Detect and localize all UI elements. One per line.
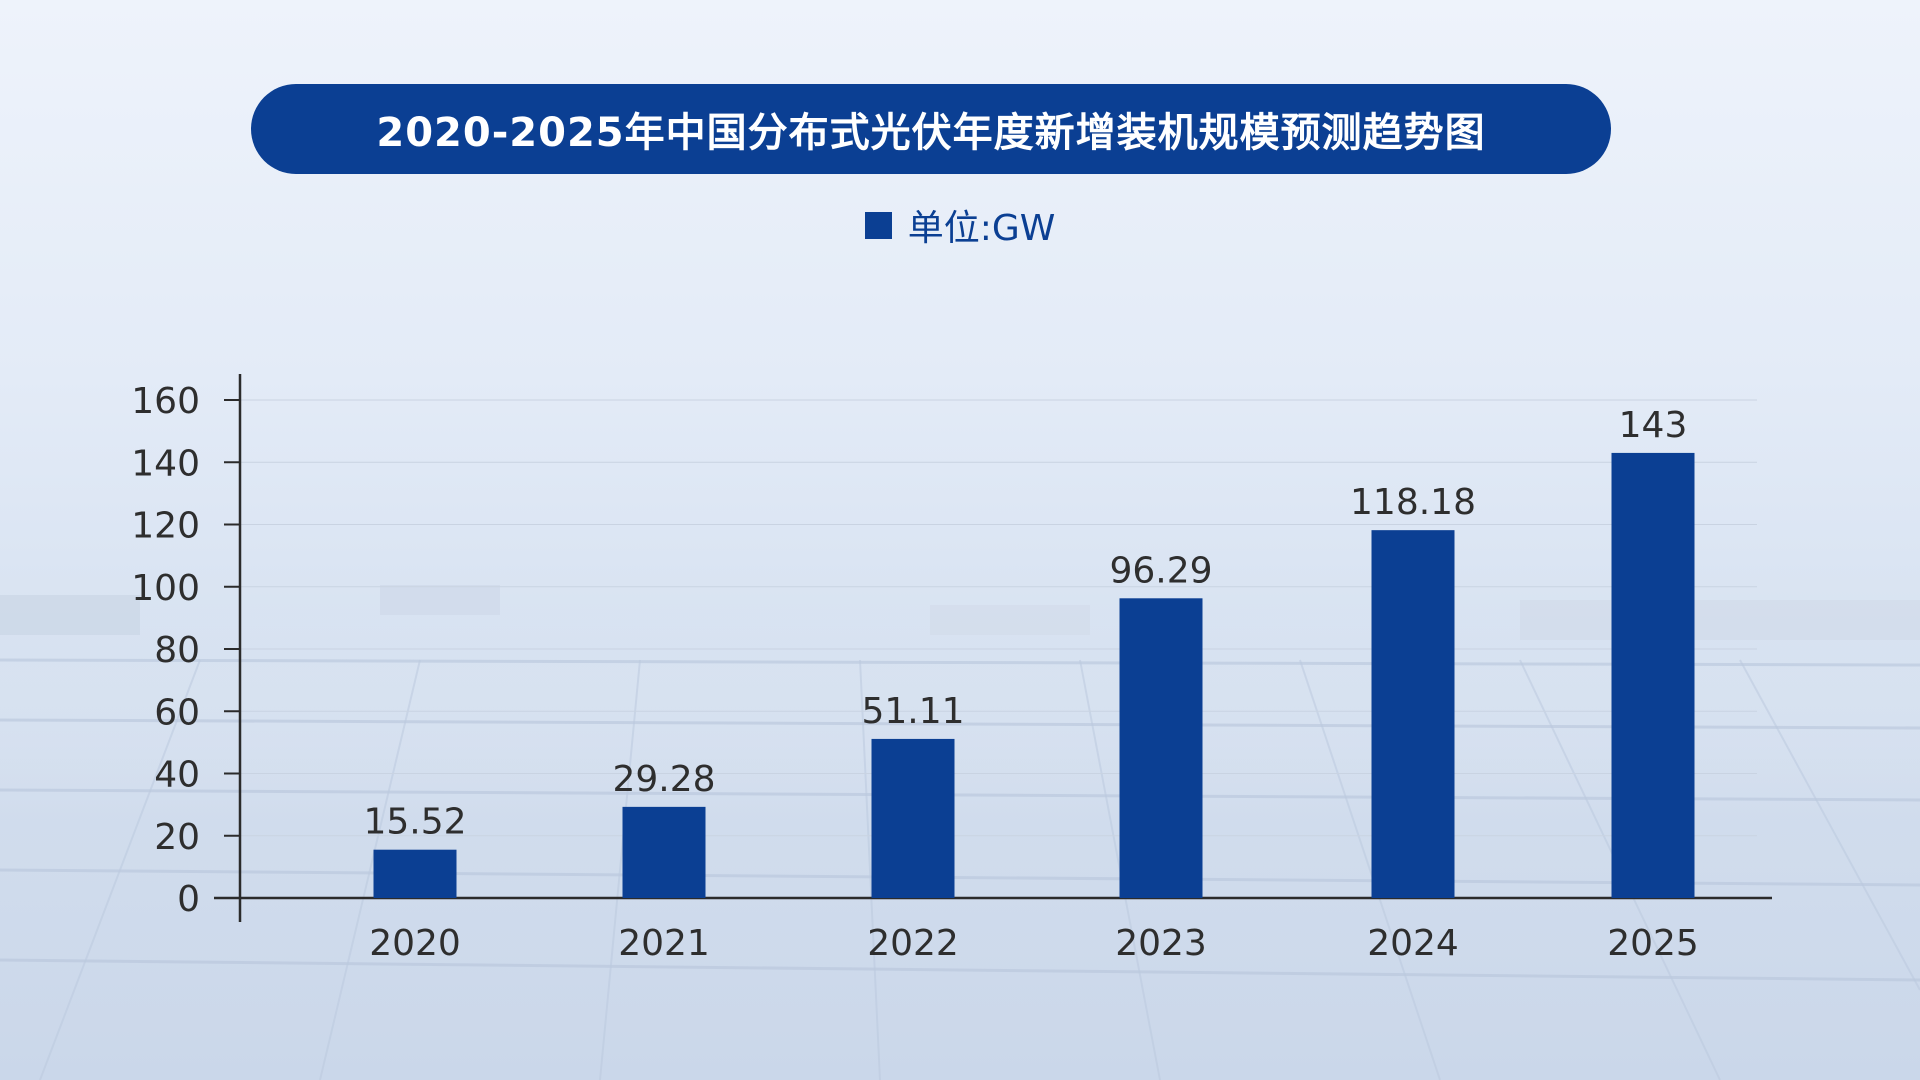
bar [373,849,457,898]
chart-title: 2020-2025年中国分布式光伏年度新增装机规模预测趋势图 [251,84,1611,174]
bar [622,806,706,898]
x-tick-label: 2021 [618,923,710,964]
x-tick-label: 2025 [1607,923,1699,964]
data-label: 51.11 [861,691,964,732]
bar [871,738,955,898]
data-label: 118.18 [1350,482,1476,523]
bar [1119,598,1203,898]
data-label: 15.52 [363,802,466,843]
legend: 单位:GW [0,200,1920,250]
y-tick-label: 160 [131,381,200,422]
bar [1371,530,1455,898]
x-tick-label: 2024 [1367,923,1459,964]
y-tick-label: 100 [131,568,200,609]
data-label: 96.29 [1109,550,1212,591]
legend-swatch [864,211,892,239]
data-label: 29.28 [612,759,715,800]
legend-label: 单位:GW [907,208,1056,249]
bar [1611,452,1695,898]
y-tick-label: 0 [177,879,200,920]
x-tick-label: 2020 [369,923,461,964]
y-tick-label: 20 [154,817,200,858]
x-tick-label: 2023 [1115,923,1207,964]
y-tick-label: 140 [131,443,200,484]
y-tick-label: 60 [154,692,200,733]
data-label: 143 [1619,405,1688,446]
y-tick-label: 80 [154,630,200,671]
y-tick-label: 120 [131,506,200,547]
y-tick-label: 40 [154,755,200,796]
x-tick-label: 2022 [867,923,959,964]
